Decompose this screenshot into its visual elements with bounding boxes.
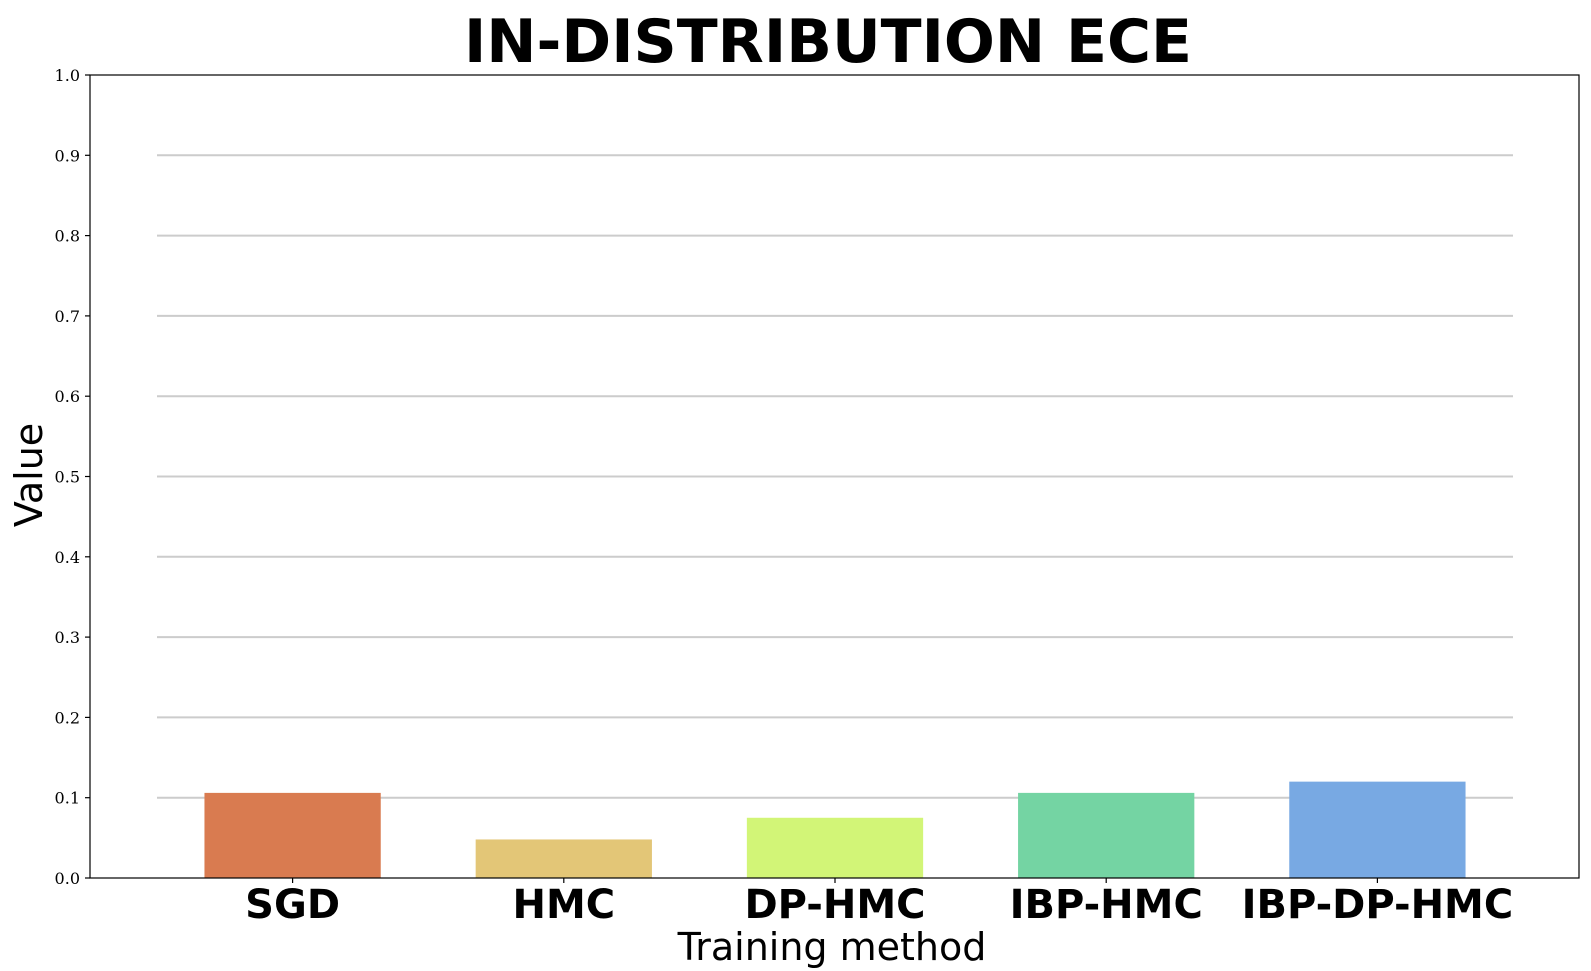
x-tick-label-ibp-dp-hmc: IBP-DP-HMC [1242, 882, 1514, 928]
y-tick-label: 0.8 [55, 227, 80, 246]
bar-dp-hmc [746, 817, 924, 878]
x-tick-label-sgd: SGD [245, 882, 340, 928]
x-tick-label-dp-hmc: DP-HMC [744, 882, 925, 928]
y-tick-label: 0.1 [55, 789, 80, 808]
y-axis-ticks: 0.0 0.1 0.2 0.3 0.4 0.5 0.6 0.7 0.8 0.9 1.0 [55, 66, 90, 888]
y-tick-label: 0.3 [55, 628, 80, 647]
bar-ibp-hmc [1018, 792, 1195, 878]
y-tick-label: 0.5 [55, 468, 80, 487]
y-tick-label: 0.0 [55, 869, 80, 888]
bar-sgd [204, 792, 381, 878]
y-tick-label: 0.4 [55, 548, 80, 567]
x-tick-label-hmc: HMC [512, 882, 615, 928]
y-tick-label: 0.9 [55, 146, 80, 165]
bar-ibp-dp-hmc [1289, 781, 1466, 878]
x-axis-label: Training method [677, 925, 987, 969]
y-tick-label: 1.0 [55, 66, 80, 85]
chart-title: IN-DISTRIBUTION ECE [464, 7, 1192, 77]
x-tick-label-ibp-hmc: IBP-HMC [1010, 882, 1203, 928]
bars [204, 781, 1466, 878]
y-tick-label: 0.6 [55, 387, 80, 406]
y-tick-label: 0.7 [55, 307, 80, 326]
y-axis-label: Value [7, 423, 51, 527]
bar-hmc [475, 839, 652, 878]
x-axis-ticks: SGD HMC DP-HMC IBP-HMC IBP-DP-HMC [245, 878, 1513, 928]
y-tick-label: 0.2 [55, 708, 80, 727]
gridlines [157, 154, 1513, 799]
